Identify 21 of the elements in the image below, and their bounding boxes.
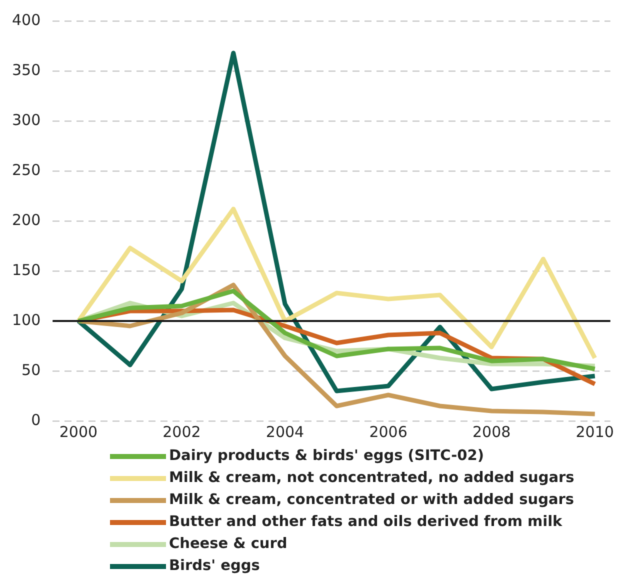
legend-label: Butter and other fats and oils derived from milk bbox=[169, 514, 562, 530]
y-tick-label: 0 bbox=[31, 410, 41, 429]
y-tick-label: 200 bbox=[12, 210, 41, 229]
x-tick-label: 2000 bbox=[59, 422, 98, 441]
y-tick-label: 150 bbox=[12, 260, 41, 279]
y-tick-label: 400 bbox=[12, 10, 41, 29]
legend-label: Birds' eggs bbox=[169, 558, 260, 574]
x-tick-label: 2004 bbox=[266, 422, 304, 441]
y-tick-label: 50 bbox=[22, 360, 41, 379]
legend-label: Cheese & curd bbox=[169, 536, 288, 552]
y-tick-label: 250 bbox=[12, 160, 41, 179]
x-tick-label: 2002 bbox=[162, 422, 201, 441]
legend-label: Milk & cream, not concentrated, no added sugars bbox=[169, 470, 574, 486]
y-tick-label: 300 bbox=[12, 110, 41, 129]
y-tick-label: 100 bbox=[12, 310, 41, 329]
legend-label: Dairy products & birds' eggs (SITC-02) bbox=[169, 448, 484, 464]
legend-label: Milk & cream, concentrated or with added sugars bbox=[169, 492, 574, 508]
x-tick-label: 2008 bbox=[472, 422, 511, 441]
x-tick-label: 2006 bbox=[369, 422, 408, 441]
x-tick-label: 2010 bbox=[576, 422, 614, 441]
y-tick-label: 350 bbox=[12, 60, 41, 79]
